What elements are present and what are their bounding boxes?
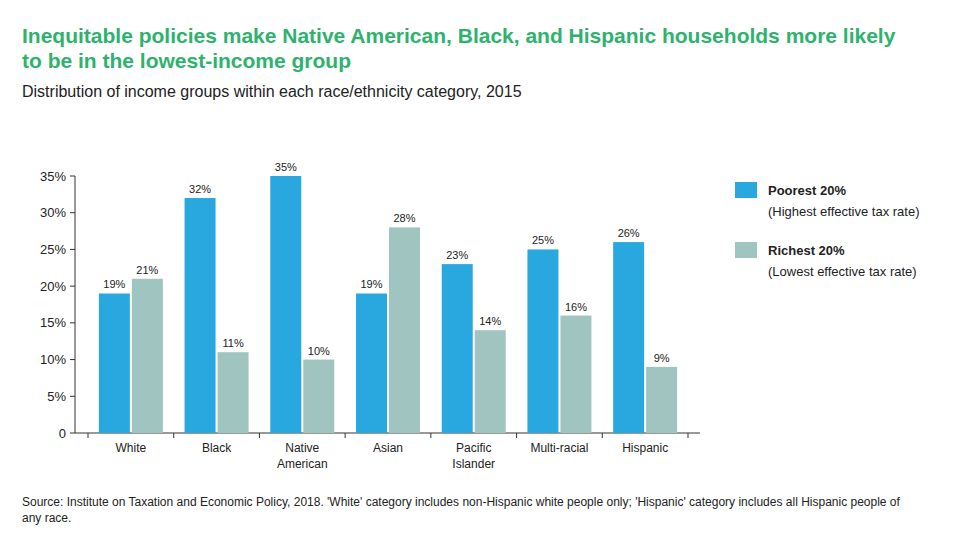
x-tick-label: Asian	[373, 441, 403, 455]
bar	[560, 316, 591, 433]
bar	[132, 279, 163, 433]
x-tick	[602, 433, 603, 438]
y-tick	[70, 249, 75, 250]
x-tick	[430, 433, 431, 438]
y-tick	[70, 212, 75, 213]
text-line: Multi-racial	[530, 441, 588, 455]
bar	[475, 330, 506, 433]
legend-label: Richest 20% (Lowest effective tax rate)	[768, 243, 917, 279]
data-label: 25%	[532, 234, 554, 246]
text-line: White	[116, 441, 147, 455]
bars	[99, 176, 677, 433]
text-line: Native	[285, 441, 319, 455]
text-line: Source: Institute on Taxation and Econom…	[22, 495, 901, 509]
title: Inequitable policies make Native America…	[22, 24, 896, 72]
x-tick	[88, 433, 89, 438]
data-label: 19%	[103, 278, 125, 290]
data-label: 16%	[565, 301, 587, 313]
data-label: 26%	[618, 227, 640, 239]
text-line: Asian	[373, 441, 403, 455]
x-tick-label: Hispanic	[622, 441, 668, 455]
text-line: (Lowest effective tax rate)	[768, 264, 917, 279]
x-tick	[688, 433, 689, 438]
y-tick-label: 15%	[40, 315, 66, 330]
legend-label: Poorest 20% (Highest effective tax rate)	[768, 183, 920, 219]
text-line: Poorest 20%	[768, 183, 846, 198]
x-tick	[516, 433, 517, 438]
x-tick-label: Black	[202, 441, 232, 455]
y-axis	[75, 176, 76, 433]
y-tick	[70, 433, 75, 434]
y-tick-label: 0	[59, 426, 66, 441]
bar	[527, 249, 558, 433]
y-tick	[70, 286, 75, 287]
y-tick-label: 30%	[40, 205, 66, 220]
bar	[389, 227, 420, 433]
data-label: 14%	[479, 315, 501, 327]
chart-root: Inequitable policies make Native America…	[0, 0, 972, 541]
legend-swatch	[735, 182, 757, 198]
y-tick	[70, 359, 75, 360]
bar	[270, 176, 301, 433]
bar	[356, 293, 387, 433]
bar	[646, 367, 677, 433]
text-line: Pacific	[456, 441, 491, 455]
data-label: 21%	[136, 264, 158, 276]
bar	[185, 198, 216, 433]
legend-swatch	[735, 242, 757, 258]
x-tick-label: Multi-racial	[530, 441, 588, 455]
data-label: 10%	[308, 345, 330, 357]
bar	[303, 360, 334, 433]
text-line: Inequitable policies make Native America…	[22, 24, 896, 47]
y-tick-label: 10%	[40, 352, 66, 367]
bar	[218, 352, 249, 433]
y-tick-label: 20%	[40, 279, 66, 294]
x-tick-label: Native American	[277, 441, 328, 471]
text-line: American	[277, 457, 328, 471]
source-note: Source: Institute on Taxation and Econom…	[22, 495, 901, 525]
text-line: (Highest effective tax rate)	[768, 204, 920, 219]
x-tick	[345, 433, 346, 438]
x-axis	[75, 433, 700, 434]
x-tick-label: Pacific Islander	[452, 441, 495, 471]
y-tick-label: 25%	[40, 242, 66, 257]
y-tick-label: 35%	[40, 169, 66, 184]
x-tick	[259, 433, 260, 438]
y-tick	[70, 176, 75, 177]
data-label: 28%	[393, 212, 415, 224]
text-line: Islander	[452, 457, 495, 471]
y-tick	[70, 396, 75, 397]
text-line: to be in the lowest-income group	[22, 49, 351, 72]
bar	[442, 264, 473, 433]
data-label: 35%	[275, 161, 297, 173]
bar	[613, 242, 644, 433]
y-tick	[70, 322, 75, 323]
data-label: 11%	[222, 337, 243, 349]
data-label: 32%	[189, 183, 211, 195]
x-tick-label: White	[116, 441, 147, 455]
data-label: 19%	[360, 278, 382, 290]
bar	[99, 293, 130, 433]
y-tick-label: 5%	[47, 389, 66, 404]
text-line: Richest 20%	[768, 243, 845, 258]
text-line: Hispanic	[622, 441, 668, 455]
data-label: 23%	[446, 249, 468, 261]
text-line: Black	[202, 441, 232, 455]
text-line: any race.	[22, 511, 71, 525]
x-tick	[173, 433, 174, 438]
subtitle: Distribution of income groups within eac…	[22, 83, 522, 100]
data-label: 9%	[654, 352, 670, 364]
data-labels: 19% 21% 32% 11% 35% 10% 19% 28% 23% 14% 25% 16% 26% 9…	[103, 161, 669, 364]
